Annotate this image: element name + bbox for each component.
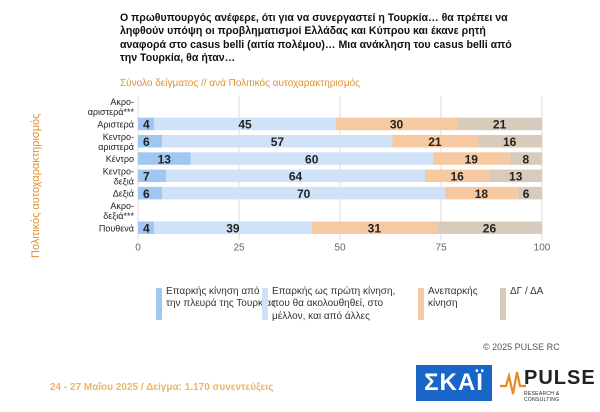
- x-tick-label: 25: [233, 242, 245, 253]
- category-label: Κεντρο-αριστερά: [98, 132, 134, 152]
- pulse-logo-tagline: RESEARCH & CONSULTING: [524, 391, 560, 403]
- bar-segment: [477, 135, 542, 148]
- data-label: 21: [493, 118, 507, 132]
- category-label: Πουθενά: [99, 223, 134, 233]
- data-label: 70: [297, 187, 311, 201]
- data-label: 6: [143, 135, 150, 149]
- data-label: 4: [143, 118, 150, 132]
- x-tick-label: 100: [534, 242, 551, 253]
- data-label: 16: [450, 170, 464, 184]
- bar-segment: [154, 117, 336, 131]
- data-label: 7: [143, 170, 150, 184]
- category-label: Κέντρο: [106, 154, 134, 164]
- data-label: 31: [368, 222, 382, 236]
- bar-segment: [335, 117, 458, 131]
- bar-segment: [489, 169, 542, 183]
- chart-title: Ο πρωθυπουργός ανέφερε, ότι για να συνερ…: [120, 12, 512, 65]
- bar-segment: [436, 221, 542, 234]
- bar-segment: [392, 135, 478, 148]
- data-label: 26: [483, 222, 497, 236]
- bar-segment: [162, 135, 393, 148]
- data-label: 19: [465, 152, 479, 166]
- x-tick-label: 50: [334, 242, 346, 253]
- data-label: 30: [390, 118, 404, 132]
- survey-footer: 24 - 27 Μαΐου 2025 / Δείγμα: 1.170 συνεν…: [50, 382, 274, 393]
- data-label: 16: [503, 135, 517, 149]
- bar-segment: [424, 169, 490, 183]
- legend-swatch: [500, 288, 506, 320]
- category-label: Δεξιά: [113, 189, 134, 199]
- bar-segment: [154, 221, 312, 234]
- bar-segment: [138, 186, 163, 200]
- data-label: 64: [289, 170, 303, 184]
- bar-segment: [138, 135, 163, 148]
- category-label: Αριστερά: [97, 119, 134, 129]
- category-label: Ακρο-αριστερά***: [88, 97, 135, 117]
- legend-swatch: [418, 288, 424, 320]
- legend-label: ΔΓ / ΔΑ: [510, 286, 544, 297]
- data-label: 6: [143, 187, 150, 201]
- data-label: 13: [509, 170, 523, 184]
- data-label: 13: [158, 152, 172, 166]
- bar-segment: [457, 117, 542, 131]
- stacked-bar-chart: 0 25 50 75 100 Ακρο-αριστερά*** Αριστερά Κεντρο…: [88, 96, 551, 253]
- bar-segment: [166, 169, 425, 183]
- pulse-wave-icon: [500, 371, 526, 395]
- bar-segment: [138, 169, 167, 183]
- legend-label: Επαρκής κίνηση από την πλευρά της Τουρκί…: [166, 286, 276, 310]
- chart-subtitle: Σύνολο δείγματος // ανά Πολιτικός αυτοχα…: [120, 78, 360, 89]
- x-tick-label: 75: [435, 242, 447, 253]
- bar-segment: [517, 186, 542, 200]
- pulse-logo-word: PULSE: [524, 367, 596, 389]
- legend-swatch: [262, 288, 268, 320]
- bar-segment: [311, 221, 437, 234]
- data-label: 57: [271, 135, 285, 149]
- bar-segment: [445, 186, 518, 200]
- pulse-logo: PULSE RESEARCH & CONSULTING: [500, 364, 595, 404]
- data-label: 21: [428, 135, 442, 149]
- data-label: 39: [226, 222, 240, 236]
- bar-segment: [190, 152, 433, 165]
- data-label: 18: [475, 187, 489, 201]
- legend-label: Ανεπαρκής κίνηση: [428, 286, 478, 310]
- skai-logo: ΣΚΑΪ: [416, 365, 492, 401]
- copyright-text: © 2025 PULSE RC: [483, 342, 560, 352]
- data-label: 6: [523, 187, 530, 201]
- data-label: 60: [305, 152, 319, 166]
- data-label: 4: [143, 222, 150, 236]
- bar-segment: [509, 152, 542, 165]
- bar-segment: [138, 221, 155, 234]
- data-label: 45: [238, 118, 252, 132]
- legend-swatch: [156, 288, 162, 320]
- bar-segment: [162, 186, 446, 200]
- x-tick-label: 0: [135, 242, 141, 253]
- bar-segment: [432, 152, 510, 165]
- category-label: Ακρο-δεξιά***: [103, 201, 134, 221]
- category-label: Κεντρο-δεξιά: [103, 166, 134, 186]
- bar-segment: [138, 117, 155, 131]
- legend-label: Επαρκής ως πρώτη κίνηση, που θα ακολουθη…: [272, 286, 396, 322]
- bar-segment: [138, 152, 191, 165]
- data-label: 8: [522, 152, 529, 166]
